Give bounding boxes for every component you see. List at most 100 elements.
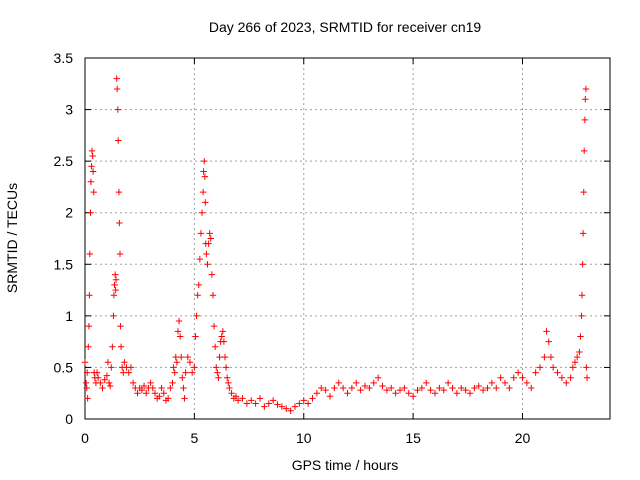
data-point <box>160 390 167 397</box>
data-point <box>287 407 294 414</box>
data-point <box>331 384 338 392</box>
data-point <box>167 384 174 392</box>
data-point <box>129 379 137 387</box>
data-point <box>221 353 229 361</box>
y-tick-label: 1.5 <box>54 256 74 272</box>
data-point <box>112 286 119 294</box>
data-point <box>243 400 251 407</box>
data-point <box>223 374 231 381</box>
data-point <box>203 250 210 258</box>
data-point <box>466 390 474 397</box>
data-point <box>105 379 113 387</box>
data-point <box>110 312 117 320</box>
grid-lines <box>85 58 610 419</box>
data-point <box>304 400 312 407</box>
x-tick-label: 0 <box>81 430 89 446</box>
data-point <box>158 384 165 392</box>
plot-frame <box>84 57 611 420</box>
data-point <box>214 369 221 376</box>
data-point <box>106 382 114 390</box>
data-point <box>232 393 240 400</box>
data-point <box>532 369 539 376</box>
data-point <box>571 359 579 366</box>
data-point <box>514 369 522 376</box>
data-point <box>569 364 577 371</box>
data-point <box>116 219 123 227</box>
data-point <box>208 271 216 278</box>
data-point <box>396 386 404 394</box>
data-point <box>201 157 208 165</box>
data-point <box>195 281 202 289</box>
data-point <box>204 261 211 268</box>
data-point <box>218 333 225 340</box>
data-point <box>120 369 127 376</box>
data-point <box>248 397 255 404</box>
data-point <box>193 312 200 320</box>
y-tick-label: 1 <box>65 308 73 324</box>
data-point <box>528 384 535 392</box>
data-point <box>580 188 587 196</box>
data-point <box>583 374 591 381</box>
data-point <box>83 369 91 376</box>
data-point <box>573 353 581 361</box>
data-point <box>110 292 118 299</box>
data-point <box>269 397 277 404</box>
data-point <box>112 276 120 283</box>
data-point <box>81 359 89 366</box>
data-point <box>220 338 228 345</box>
data-point <box>85 322 93 330</box>
data-point <box>361 382 369 390</box>
data-point <box>121 359 128 366</box>
data-point <box>475 382 482 390</box>
data-point <box>93 369 101 376</box>
data-point <box>99 384 106 392</box>
data-point <box>326 393 334 400</box>
data-point <box>211 343 219 350</box>
data-point <box>83 384 90 392</box>
data-point <box>173 359 181 366</box>
data-point <box>86 250 94 258</box>
data-point <box>366 384 373 392</box>
data-point <box>261 403 268 410</box>
data-point <box>401 384 408 392</box>
data-point <box>488 379 496 387</box>
data-point <box>409 393 417 400</box>
data-point <box>147 379 154 387</box>
data-point <box>427 386 434 394</box>
data-point <box>252 400 259 407</box>
data-point <box>134 390 141 397</box>
data-point <box>143 390 150 397</box>
data-point <box>458 384 465 392</box>
data-point <box>140 382 148 390</box>
data-point <box>88 147 96 155</box>
data-point <box>418 384 426 392</box>
data-point <box>88 163 95 170</box>
data-point <box>444 379 452 387</box>
data-point <box>170 364 177 371</box>
data-point <box>171 369 178 376</box>
data-point <box>199 188 207 196</box>
data-point <box>440 386 447 394</box>
data-point <box>318 384 325 392</box>
data-point <box>291 403 299 410</box>
data-point <box>87 178 95 185</box>
data-point <box>322 386 329 394</box>
data-point <box>151 390 159 397</box>
data-point <box>196 255 204 263</box>
data-point <box>335 379 342 387</box>
data-point <box>274 401 281 408</box>
data-point <box>186 359 194 366</box>
data-point <box>89 168 97 175</box>
data-points <box>81 75 591 414</box>
data-point <box>197 230 205 237</box>
data-point <box>108 364 115 371</box>
data-point <box>184 353 192 361</box>
data-point <box>497 374 504 381</box>
data-point <box>234 397 242 404</box>
data-point <box>344 390 351 397</box>
data-point <box>577 333 584 340</box>
data-point <box>374 374 382 381</box>
data-point <box>453 390 461 397</box>
